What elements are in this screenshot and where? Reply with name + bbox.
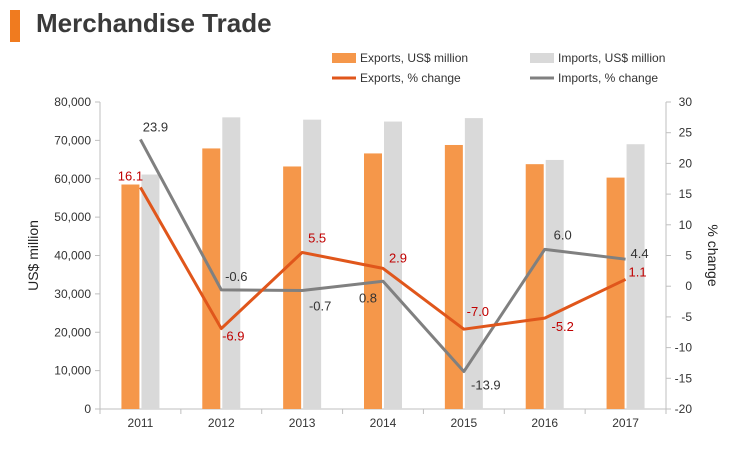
exports-bar <box>283 166 302 409</box>
exports-change-line <box>139 186 627 331</box>
x-tick-label: 2017 <box>612 416 639 430</box>
x-tick-label: 2013 <box>289 416 316 430</box>
imports-change-label: 23.9 <box>143 119 168 134</box>
right-tick-label: 10 <box>679 218 693 232</box>
imports-bar <box>626 144 645 409</box>
right-tick-label: 30 <box>679 95 693 109</box>
legend-exports-line-label: Exports, % change <box>360 71 461 85</box>
left-tick-label: 50,000 <box>54 210 91 224</box>
right-tick-label: -5 <box>681 310 692 324</box>
exports-bar <box>444 144 463 410</box>
left-tick-label: 10,000 <box>54 364 91 378</box>
imports-change-label: 6.0 <box>554 227 572 242</box>
left-tick-label: 60,000 <box>54 172 91 186</box>
exports-bar <box>202 148 221 409</box>
imports-change-label: -0.6 <box>225 269 247 284</box>
chart-title: Merchandise Trade <box>36 8 272 38</box>
left-tick-label: 20,000 <box>54 325 91 339</box>
right-tick-label: -10 <box>675 341 693 355</box>
imports-bar <box>464 118 483 410</box>
left-tick-label: 40,000 <box>54 249 91 263</box>
exports-change-label: -7.0 <box>467 304 489 319</box>
exports-bar <box>121 184 140 409</box>
exports-change-label: -5.2 <box>552 319 574 334</box>
left-tick-label: 70,000 <box>54 133 91 147</box>
legend-exports-bar-swatch <box>332 53 356 63</box>
imports-change-label: 4.4 <box>631 246 649 261</box>
imports-bar <box>222 117 241 409</box>
exports-change-label: 2.9 <box>389 250 407 265</box>
exports-change-label: 16.1 <box>118 168 143 183</box>
imports-change-label: -13.9 <box>471 378 501 393</box>
x-tick-label: 2014 <box>370 416 397 430</box>
right-tick-label: 20 <box>679 156 693 170</box>
right-tick-label: 0 <box>685 279 692 293</box>
left-tick-label: 0 <box>84 402 91 416</box>
right-tick-label: 5 <box>685 249 692 263</box>
exports-bar <box>525 164 544 409</box>
left-tick-label: 30,000 <box>54 287 91 301</box>
title-accent-bar <box>10 10 20 42</box>
right-tick-label: 25 <box>679 126 693 140</box>
right-tick-label: 15 <box>679 187 693 201</box>
exports-change-label: 1.1 <box>629 264 647 279</box>
imports-change-label: -0.7 <box>309 298 331 313</box>
imports-change-label: 0.8 <box>359 290 377 305</box>
imports-bar <box>141 174 160 409</box>
imports-bar <box>384 121 402 409</box>
legend-imports-line-label: Imports, % change <box>558 71 658 85</box>
x-tick-label: 2011 <box>128 416 154 430</box>
y-axis-title: US$ million <box>25 220 41 291</box>
legend-exports-bar-label: Exports, US$ million <box>360 51 468 65</box>
x-tick-label: 2012 <box>208 416 235 430</box>
imports-change-line <box>139 138 626 374</box>
exports-change-label: -6.9 <box>222 329 244 344</box>
exports-bar <box>606 177 625 409</box>
x-tick-label: 2015 <box>451 416 478 430</box>
right-tick-label: -20 <box>675 402 693 416</box>
imports-bar <box>545 159 564 409</box>
left-tick-label: 80,000 <box>54 95 91 109</box>
exports-change-label: 5.5 <box>308 230 326 245</box>
legend-imports-bar-label: Imports, US$ million <box>558 51 665 65</box>
right-tick-label: -15 <box>675 371 693 385</box>
x-tick-label: 2016 <box>531 416 558 430</box>
y2-axis-title: % change <box>705 224 721 286</box>
imports-bar <box>303 119 322 409</box>
legend-imports-bar-swatch <box>530 53 554 63</box>
